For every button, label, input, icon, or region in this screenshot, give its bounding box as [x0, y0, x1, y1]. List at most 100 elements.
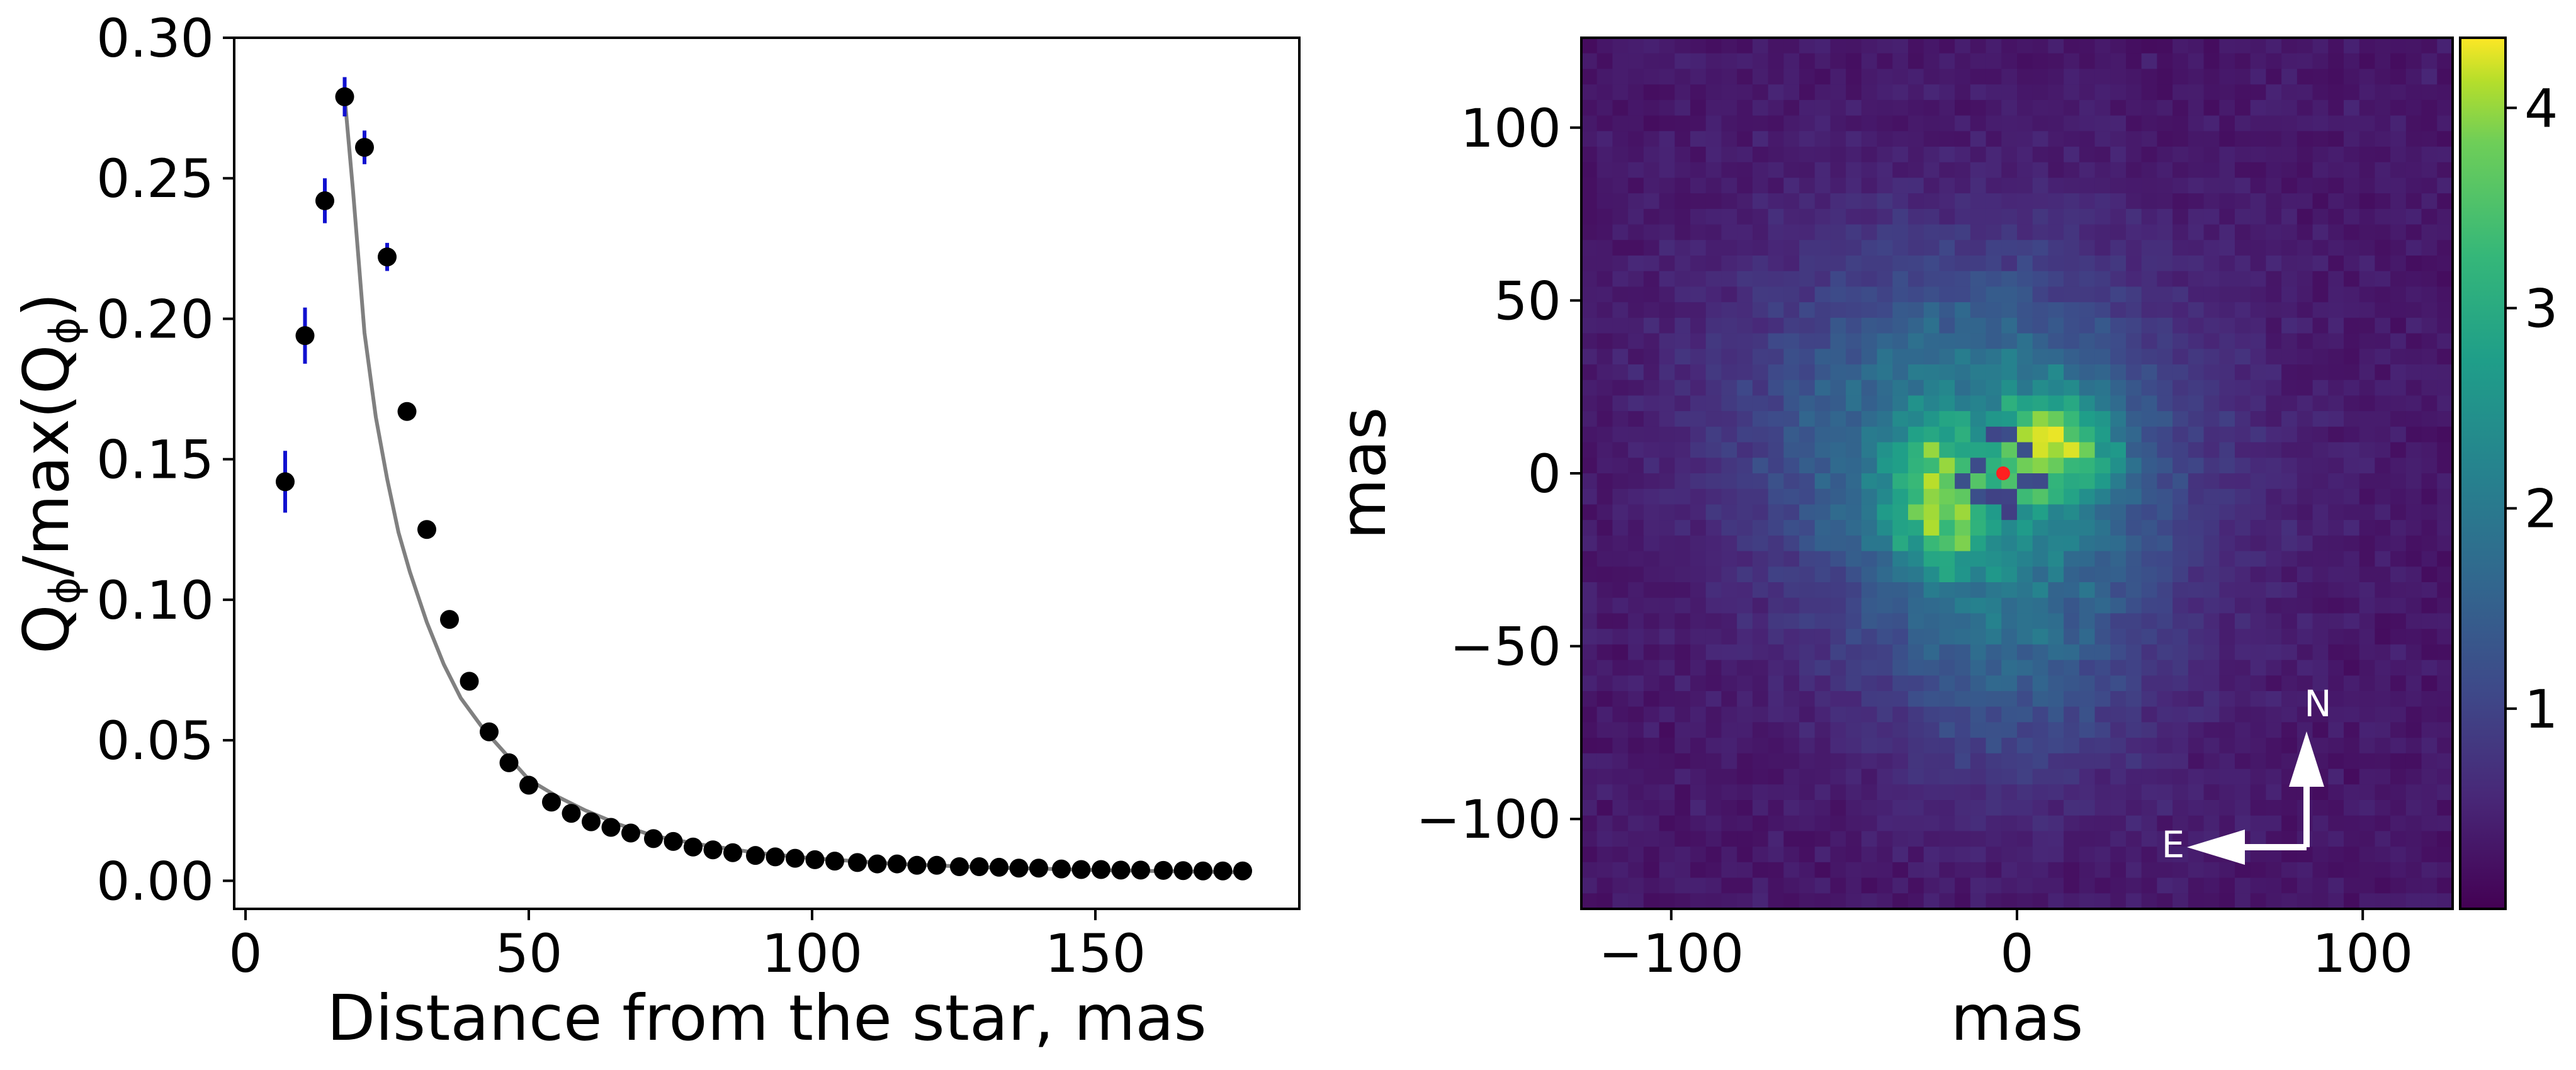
heatmap-cell — [1596, 504, 1613, 521]
heatmap-cell — [1721, 473, 1737, 490]
heatmap-cell — [2126, 333, 2142, 349]
heatmap-cell — [2094, 84, 2111, 101]
heatmap-cell — [1721, 597, 1737, 614]
heatmap-cell — [1768, 847, 1784, 863]
heatmap-cell — [2219, 395, 2235, 412]
heatmap-cell — [2405, 240, 2422, 256]
heatmap-cell — [1861, 862, 1878, 879]
heatmap-cell — [2079, 722, 2096, 738]
heatmap-cell — [2375, 815, 2391, 832]
heatmap-cell — [2001, 147, 2018, 163]
heatmap-cell — [1846, 738, 1862, 754]
heatmap-cell — [2328, 115, 2344, 132]
heatmap-cell — [1955, 131, 1971, 147]
heatmap-cell — [1939, 877, 1955, 894]
heatmap-cell — [1643, 271, 1660, 288]
heatmap-cell — [2219, 597, 2235, 614]
heatmap-cell — [2390, 177, 2407, 194]
heatmap-cell — [1596, 271, 1613, 288]
heatmap-cell — [2328, 660, 2344, 676]
heatmap-cell — [1908, 99, 1924, 116]
heatmap-cell — [2359, 302, 2376, 318]
heatmap-cell — [2126, 566, 2142, 583]
heatmap-cell — [1581, 380, 1598, 397]
heatmap-cell — [1643, 380, 1660, 397]
heatmap-cell — [1596, 147, 1613, 163]
heatmap-cell — [2126, 535, 2142, 552]
heatmap-cell — [1783, 38, 1800, 54]
y-tick-label: 0.00 — [96, 850, 214, 912]
heatmap-cell — [1768, 520, 1784, 536]
heatmap-cell — [2094, 877, 2111, 894]
heatmap-cell — [1690, 597, 1707, 614]
heatmap-cell — [2312, 566, 2329, 583]
heatmap-cell — [1705, 847, 1722, 863]
heatmap-cell — [1752, 271, 1769, 288]
heatmap-cell — [2405, 193, 2422, 210]
heatmap-cell — [1877, 426, 1893, 443]
heatmap-cell — [2064, 99, 2080, 116]
heatmap-cell — [2359, 800, 2376, 816]
heatmap-cell — [1830, 333, 1846, 349]
heatmap-cell — [2064, 224, 2080, 240]
heatmap-cell — [2048, 333, 2064, 349]
heatmap-cell — [1721, 660, 1737, 676]
heatmap-cell — [1659, 535, 1675, 552]
heatmap-cell — [2328, 706, 2344, 723]
heatmap-cell — [1830, 458, 1846, 474]
heatmap-cell — [1814, 38, 1831, 54]
heatmap-cell — [2048, 753, 2064, 770]
heatmap-cell — [2048, 317, 2064, 334]
heatmap-cell — [1846, 706, 1862, 723]
heatmap-cell — [2188, 893, 2205, 910]
heatmap-cell — [1737, 193, 1753, 210]
star-position-marker — [1996, 466, 2011, 480]
heatmap-cell — [2312, 84, 2329, 101]
heatmap-cell — [1861, 458, 1878, 474]
heatmap-cell — [2296, 566, 2313, 583]
heatmap-cell — [2421, 53, 2438, 70]
heatmap-cell — [2405, 738, 2422, 754]
heatmap-cell — [1596, 426, 1613, 443]
heatmap-cell — [2079, 473, 2096, 490]
heatmap-cell — [1892, 411, 1909, 427]
heatmap-cell — [2421, 333, 2438, 349]
heatmap-cell — [2375, 566, 2391, 583]
heatmap-cell — [1675, 115, 1691, 132]
heatmap-cell — [1628, 302, 1644, 318]
heatmap-cell — [1612, 644, 1629, 661]
heatmap-cell — [1955, 582, 1971, 599]
heatmap-cell — [2405, 208, 2422, 225]
heatmap-cell — [1581, 193, 1598, 210]
heatmap-cell — [2203, 69, 2220, 85]
heatmap-cell — [2032, 753, 2049, 770]
heatmap-cell — [1955, 551, 1971, 567]
heatmap-cell — [1628, 193, 1644, 210]
heatmap-cell — [1628, 458, 1644, 474]
heatmap-cell — [2375, 380, 2391, 397]
heatmap-cell — [1581, 520, 1598, 536]
heatmap-cell — [1596, 364, 1613, 381]
heatmap-cell — [1799, 597, 1816, 614]
heatmap-cell — [1752, 380, 1769, 397]
heatmap-cell — [1861, 504, 1878, 521]
heatmap-cell — [1675, 488, 1691, 505]
heatmap-cell — [2312, 411, 2329, 427]
heatmap-cell — [2375, 458, 2391, 474]
heatmap-cell — [2250, 675, 2267, 692]
heatmap-cell — [2094, 131, 2111, 147]
heatmap-cell — [1643, 877, 1660, 894]
heatmap-cell — [1892, 380, 1909, 397]
heatmap-cell — [1659, 84, 1675, 101]
heatmap-cell — [2312, 69, 2329, 85]
heatmap-cell — [2219, 504, 2235, 521]
heatmap-cell — [1643, 722, 1660, 738]
heatmap-cell — [2312, 644, 2329, 661]
radial-profile-x-label: Distance from the star, mas — [327, 981, 1207, 1055]
heatmap-cell — [1628, 208, 1644, 225]
heatmap-cell — [1799, 675, 1816, 692]
heatmap-cell — [2281, 442, 2298, 458]
heatmap-cell — [1768, 256, 1784, 272]
heatmap-cell — [1675, 193, 1691, 210]
heatmap-cell — [2250, 426, 2267, 443]
